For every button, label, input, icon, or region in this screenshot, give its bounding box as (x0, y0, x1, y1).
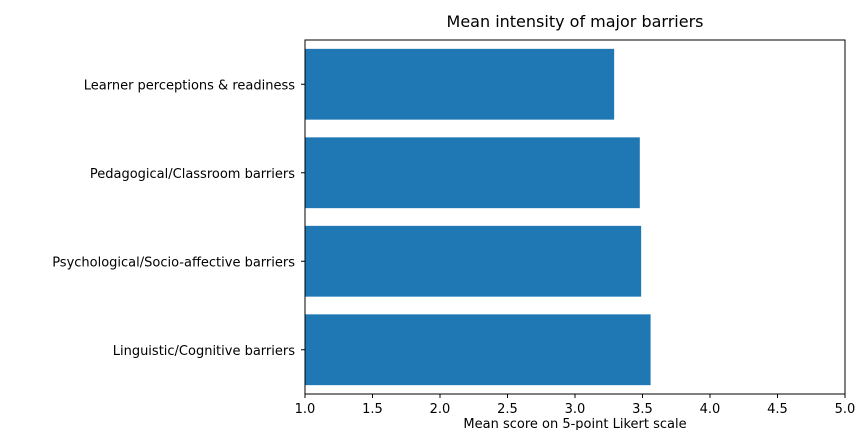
bar (305, 225, 642, 297)
y-tick-label: Psychological/Socio-affective barriers (52, 255, 295, 270)
x-tick-label: 4.5 (767, 402, 788, 417)
x-tick-label: 4.0 (700, 402, 721, 417)
bar (305, 48, 615, 120)
x-tick-label: 1.0 (295, 402, 316, 417)
y-tick-label: Learner perceptions & readiness (84, 78, 295, 93)
x-tick-label: 2.5 (497, 402, 518, 417)
y-tick-label: Linguistic/Cognitive barriers (113, 344, 296, 359)
x-tick-label: 5.0 (835, 402, 856, 417)
plot-frame (304, 39, 846, 395)
x-tick-label: 3.0 (565, 402, 586, 417)
bars-group (305, 48, 651, 386)
bar (305, 314, 651, 386)
x-axis-ticks: 1.0 1.5 2.0 2.5 3.0 3.5 4.0 4.5 5.0 (295, 394, 856, 417)
x-axis-label: Mean score on 5-point Likert scale (463, 417, 686, 430)
x-tick-label: 3.5 (632, 402, 653, 417)
x-tick-label: 1.5 (362, 402, 383, 417)
y-axis-ticks: Linguistic/Cognitive barriers Psychologic… (52, 78, 305, 359)
y-tick-label: Pedagogical/Classroom barriers (90, 167, 295, 182)
chart-title: Mean intensity of major barriers (447, 12, 704, 31)
bar (305, 137, 640, 209)
x-tick-label: 2.0 (430, 402, 451, 417)
